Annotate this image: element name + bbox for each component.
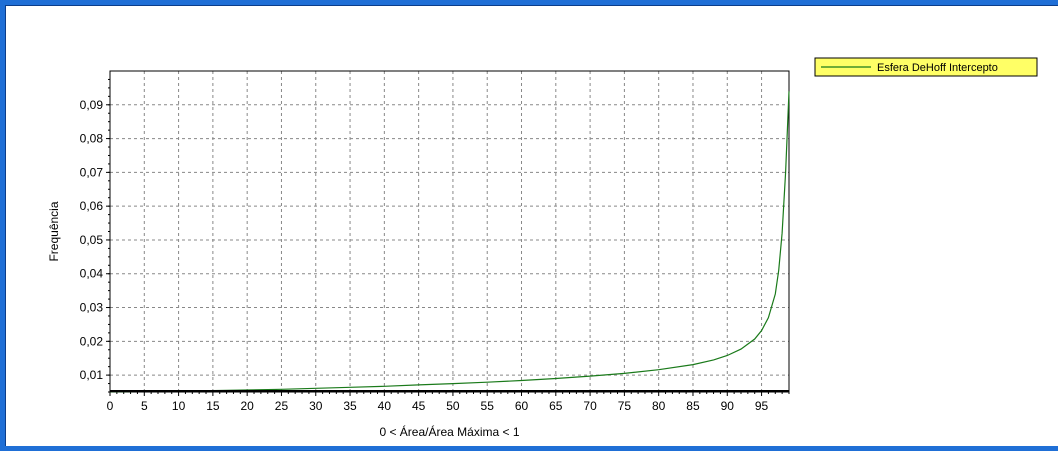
y-tick-label: 0,08 — [80, 132, 104, 146]
y-tick-label: 0,02 — [80, 334, 104, 348]
x-tick-label: 10 — [172, 399, 186, 413]
x-tick-label: 25 — [275, 399, 289, 413]
y-tick-label: 0,03 — [80, 301, 104, 315]
y-axis-title: Frequência — [47, 201, 61, 261]
series-layer — [109, 91, 790, 393]
legend-label: Esfera DeHoff Intercepto — [877, 62, 998, 74]
y-tick-label: 0,09 — [80, 98, 104, 112]
y-tick-label: 0,04 — [80, 267, 104, 281]
x-tick-label: 50 — [446, 399, 460, 413]
chart-panel: 0 5 10 15 20 25 30 35 40 45 50 55 60 65 70 75 80 85 90 95 0,… — [5, 5, 1058, 446]
x-axis-title: 0 < Área/Área Máxima < 1 — [379, 424, 519, 439]
x-tick-label: 0 — [107, 399, 114, 413]
x-tick-label: 20 — [240, 399, 254, 413]
x-tick-label: 70 — [583, 399, 597, 413]
x-tick-label: 60 — [515, 399, 529, 413]
y-tick-label: 0,05 — [80, 233, 104, 247]
x-tick-label: 55 — [481, 399, 495, 413]
line-chart: 0 5 10 15 20 25 30 35 40 45 50 55 60 65 70 75 80 85 90 95 0,… — [47, 57, 1038, 439]
x-tick-label: 30 — [309, 399, 323, 413]
legend-box — [814, 57, 1038, 77]
y-tick-label: 0,01 — [80, 368, 104, 382]
x-tick-label: 85 — [686, 399, 700, 413]
x-tick-label: 15 — [206, 399, 220, 413]
x-tick-label: 95 — [755, 399, 769, 413]
plot-area — [109, 70, 790, 393]
x-tick-label: 45 — [412, 399, 426, 413]
legend: Esfera DeHoff Intercepto — [814, 57, 1038, 77]
x-tick-label: 40 — [378, 399, 392, 413]
y-tick-label: 0,06 — [80, 199, 104, 213]
y-tick-label: 0,07 — [80, 165, 104, 179]
x-tick-label: 75 — [618, 399, 632, 413]
grid — [110, 71, 789, 392]
axis-ticks: 0 5 10 15 20 25 30 35 40 45 50 55 60 65 70 75 80 85 90 95 0,… — [80, 78, 790, 413]
x-tick-label: 5 — [141, 399, 148, 413]
series-line-0 — [109, 91, 790, 393]
x-tick-label: 90 — [721, 399, 735, 413]
x-tick-label: 35 — [343, 399, 357, 413]
x-tick-label: 65 — [549, 399, 563, 413]
x-tick-label: 80 — [652, 399, 666, 413]
